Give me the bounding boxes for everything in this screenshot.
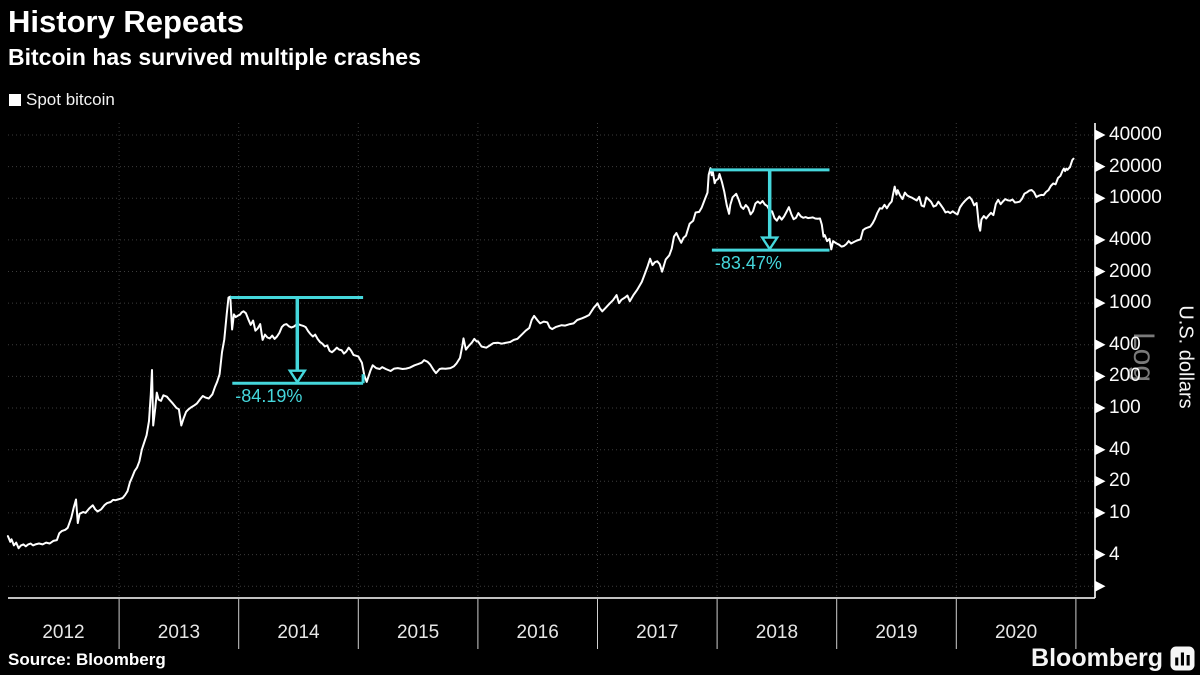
drawdown-arrowhead-icon <box>759 236 780 252</box>
y-tick-arrow <box>1095 297 1106 309</box>
y-tick-arrow <box>1095 234 1106 246</box>
source-attribution: Source: Bloomberg <box>8 650 166 669</box>
bloomberg-logo: Bloomberg <box>1031 644 1195 673</box>
bloomberg-wordmark: Bloomberg <box>1031 644 1163 672</box>
chart-subtitle: Bitcoin has survived multiple crashes <box>8 44 421 70</box>
legend: Spot bitcoin <box>9 90 115 110</box>
y-tick-arrow <box>1095 192 1106 204</box>
drawdown-arrowhead-icon <box>287 369 308 385</box>
y-tick-arrow <box>1095 549 1106 561</box>
y-tick-arrow <box>1095 339 1106 351</box>
price-line <box>6 157 1075 550</box>
chart-title: History Repeats <box>8 4 245 39</box>
bloomberg-terminal-icon <box>1170 646 1195 671</box>
legend-swatch-icon <box>9 94 21 106</box>
y-axis-unit-label: U.S. dollars <box>1174 305 1197 409</box>
y-tick-arrow <box>1095 507 1106 519</box>
y-tick-arrow <box>1095 402 1106 414</box>
y-tick-arrow <box>1095 370 1106 382</box>
y-tick-arrow <box>1095 129 1106 141</box>
y-tick-arrow <box>1095 161 1106 173</box>
y-tick-arrow <box>1095 266 1106 277</box>
legend-label: Spot bitcoin <box>26 90 115 109</box>
y-tick-arrow <box>1095 580 1106 592</box>
y-tick-arrow <box>1095 444 1106 456</box>
y-tick-arrow <box>1095 475 1106 487</box>
